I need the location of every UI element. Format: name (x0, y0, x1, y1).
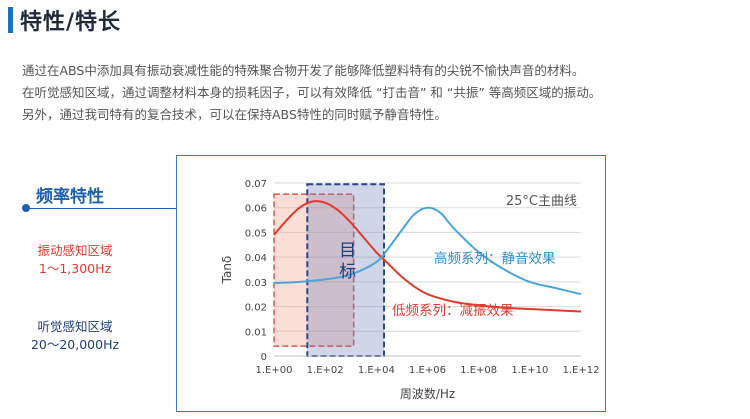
x-tick-label: 1.E+10 (511, 365, 548, 376)
vibration-region-label: 振动感知区域 1～1,300Hz (20, 242, 130, 278)
intro-line-1: 通过在ABS中添加具有振动衰减性能的特殊聚合物开发了能够降低塑料特有的尖锐不愉快… (22, 63, 585, 78)
auditory-region-name: 听觉感知区域 (37, 319, 113, 334)
target-region-band (306, 183, 386, 357)
high-frequency-series-label: 高频系列：静音效果 (434, 250, 556, 267)
target-label-char-2: 标 (339, 262, 356, 282)
x-tick-label: 1.E+08 (460, 365, 497, 376)
y-tick-label: 0.07 (245, 179, 267, 190)
heading-dot (22, 204, 30, 212)
high-frequency-series-line (273, 206, 582, 296)
frequency-chart-frame: 0 0.01 0.02 0.03 0.04 0.05 0.06 0.07 1.E+00 1.E+0… (176, 155, 606, 412)
temperature-annotation: 25°C主曲线 (506, 194, 577, 209)
vibration-region-name: 振动感知区域 (37, 243, 113, 258)
low-frequency-series-line (273, 200, 582, 313)
target-label-char-1: 目 (339, 241, 356, 261)
vibration-region-range: 1～1,300Hz (38, 261, 112, 276)
y-tick-label: 0.06 (245, 204, 267, 215)
x-tick-label: 1.E+02 (307, 365, 344, 376)
auditory-region-label: 听觉感知区域 20～20,000Hz (14, 318, 136, 354)
intro-line-3: 另外，通过我司特有的复合技术，可以在保持ABS特性的同时赋予静音特性。 (22, 107, 447, 122)
x-axis-title: 周波数/Hz (400, 386, 455, 401)
x-tick-label: 1.E+00 (256, 365, 293, 376)
heading-underline (26, 208, 176, 209)
x-tick-label: 1.E+12 (563, 365, 600, 376)
x-tick-label: 1.E+04 (358, 365, 395, 376)
low-frequency-series-label: 低频系列：减振效果 (392, 303, 514, 319)
y-tick-label: 0.04 (245, 253, 267, 264)
auditory-region-range: 20～20,000Hz (30, 337, 120, 352)
y-tick-label: 0.02 (245, 303, 267, 314)
x-tick-label: 1.E+06 (409, 365, 446, 376)
y-tick-label: 0.01 (245, 327, 267, 338)
y-tick-label: 0.05 (245, 228, 267, 239)
y-tick-label: 0 (261, 352, 267, 363)
frequency-chart: 0 0.01 0.02 0.03 0.04 0.05 0.06 0.07 1.E+00 1.E+0… (220, 179, 600, 401)
title-accent-bar (8, 7, 13, 33)
y-axis-title: Tanδ (220, 256, 234, 285)
page-title: 特性/特长 (20, 10, 122, 35)
vibration-region-band (273, 193, 355, 347)
intro-line-2: 在听觉感知区域，通过调整材料本身的损耗因子，可以有效降低 “打击音” 和 “共振… (22, 85, 602, 100)
y-tick-label: 0.03 (245, 278, 267, 289)
frequency-heading: 频率特性 (36, 187, 104, 207)
